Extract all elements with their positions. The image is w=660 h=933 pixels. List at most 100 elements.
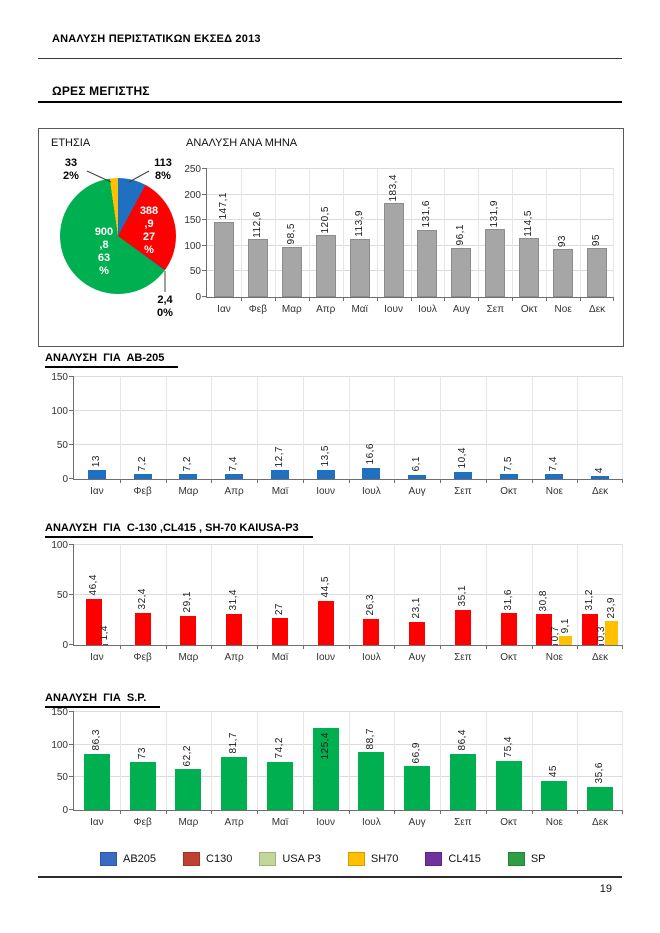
legend-swatch (507, 852, 525, 866)
x-axis-label: Οκτ (500, 486, 517, 497)
y-axis-label: 200 (184, 189, 201, 201)
sp-chart-title: ΑΝΑΛΥΣΗ ΓΙΑ S.P. (45, 692, 161, 708)
bar-value-label: 74,2 (273, 737, 285, 759)
bar: 23,1 (409, 597, 426, 645)
sp-chart-plot: 0 50 100 150 86,3 73 62,2 81,7 74,2 125,4 88,7 66,9… (51, 707, 623, 828)
gridline (531, 377, 533, 479)
category-slot: 81,7 (211, 712, 257, 810)
gridline (74, 376, 623, 377)
x-axis-tick (485, 479, 487, 483)
bar: 93 (553, 235, 574, 297)
bar: 0,7 (550, 626, 561, 645)
bar: 44,5 (317, 576, 334, 645)
gridline (257, 545, 258, 645)
bar-value-label: 88,7 (365, 727, 377, 750)
y-axis-tick (202, 244, 207, 246)
x-axis-label: Ιουν (316, 652, 336, 663)
y-axis-label: 50 (56, 772, 68, 784)
bar-value-label: 66,9 (411, 741, 423, 764)
category-slot: 131,9 (478, 169, 512, 297)
bar-value-label: 30,8 (538, 589, 550, 612)
x-axis-tick (531, 479, 533, 483)
x-axis-tick (622, 810, 623, 814)
bar-value-label: 131,9 (489, 199, 501, 228)
bar: 131,9 (485, 200, 506, 297)
legend-label: SH70 (370, 853, 399, 865)
gridline (342, 169, 344, 297)
y-axis-label: 0 (195, 292, 201, 303)
category-slot: 6,1 (394, 377, 440, 479)
y-axis-tick (202, 168, 207, 169)
bar: 35,6 (587, 762, 614, 810)
bar-slots: 147,1 112,6 98,5 120,5 113,9 183,4 131,6 96,1 13… (207, 169, 614, 297)
gridline (119, 545, 121, 645)
y-axis-tick (69, 711, 74, 712)
category-slot: 131,6 (411, 169, 445, 297)
y-axis-tick (69, 743, 74, 745)
gridline (302, 712, 304, 810)
category-slot: 62,2 (166, 712, 212, 810)
bar: 27 (271, 603, 288, 645)
x-axis-label: Ιαν (217, 304, 231, 315)
gridline (613, 169, 614, 297)
category-slot: 23,1 (394, 545, 440, 645)
x-axis-label: Μαϊ (271, 652, 289, 663)
bar: 112,6 (247, 211, 268, 297)
bar: 120,5 (315, 206, 336, 297)
x-axis-tick (240, 297, 242, 301)
x-axis-label: Μαρ (178, 486, 199, 497)
bar-value-label: 147,1 (217, 192, 229, 220)
category-slot: 183,4 (377, 169, 411, 297)
pie-label-sh70: 33 2% (63, 157, 79, 182)
bar: 7,4 (225, 456, 244, 479)
c130-chart-title: ΑΝΑΛΥΣΗ ΓΙΑ C-130 ,CL415 , SH-70 ΚΑΙUSA-… (45, 522, 313, 538)
gridline (257, 377, 258, 479)
category-slot: 120,5 (309, 169, 343, 297)
pie-label-cl415: 2,4 0% (157, 294, 173, 319)
x-axis-tick (119, 479, 121, 483)
x-axis-tick (274, 297, 276, 301)
bar-value-label: 45 (548, 765, 560, 778)
category-slot: 29,1 (166, 545, 212, 645)
x-axis-tick (440, 645, 441, 649)
gridline (348, 545, 350, 645)
legend-swatch (347, 852, 365, 866)
bar: 13 (87, 455, 106, 479)
x-axis-tick (257, 645, 258, 649)
category-slot: 7,5 (486, 377, 532, 479)
bar: 96,1 (451, 224, 472, 297)
section-rule (38, 101, 622, 103)
bar-value-label: 75,4 (502, 736, 514, 758)
legend-label: C130 (206, 853, 233, 865)
y-axis-label: 0 (62, 474, 68, 485)
bar-value-label: 7,2 (136, 455, 148, 472)
y-axis-label: 100 (184, 240, 201, 252)
gridline (211, 545, 213, 645)
y-axis-label: 100 (51, 406, 68, 417)
x-axis-tick (308, 297, 310, 301)
gridline (577, 712, 579, 810)
x-axis-tick (302, 645, 304, 649)
header-title: ΑΝΑΛΥΣΗ ΠΕΡΙΣΤΑΤΙΚΩΝ ΕΚΣΕΔ 2013 (52, 33, 261, 45)
bar-value-label: 13,5 (319, 445, 331, 467)
y-axis-label: 150 (51, 372, 68, 383)
x-axis-label: Σεπ (486, 304, 505, 315)
x-axis-label: Δεκ (589, 304, 606, 315)
bar: 13,5 (316, 445, 335, 479)
category-slot: 13 (74, 377, 120, 479)
bar: 10,4 (453, 447, 472, 479)
category-slot: 125,4 (303, 712, 349, 810)
gridline (444, 169, 446, 297)
y-axis-label: 50 (56, 590, 68, 601)
y-axis-label: 0 (62, 805, 68, 816)
bar: 113,9 (349, 210, 370, 297)
x-axis-label: Ιουλ (361, 486, 381, 497)
bar-value-label: 10,4 (456, 447, 468, 469)
y-axis-tick (69, 376, 74, 377)
y-axis-tick (69, 544, 74, 545)
bar: 7,4 (545, 456, 564, 479)
bar-value-label: 113,9 (353, 209, 365, 237)
y-axis-tick (69, 776, 74, 778)
x-axis-tick (531, 810, 533, 814)
legend-item: SP (507, 852, 546, 866)
